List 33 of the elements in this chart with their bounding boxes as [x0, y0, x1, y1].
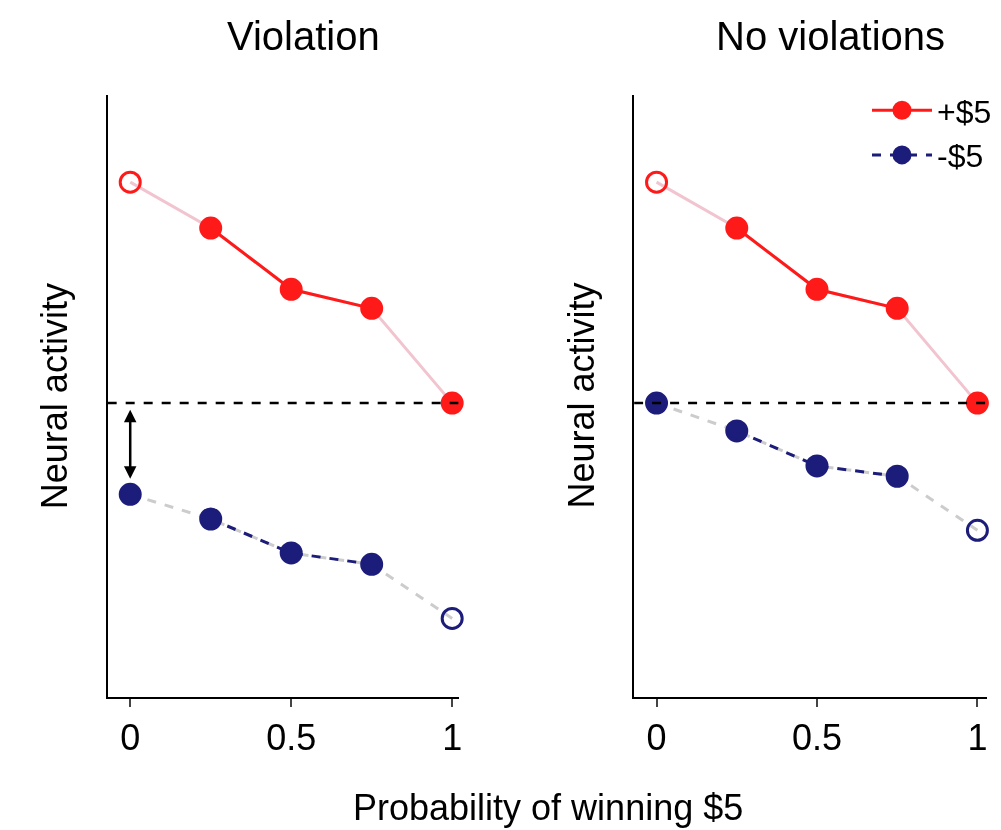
point — [279, 277, 303, 301]
x-axis-title: Probability of winning $5 — [353, 787, 744, 828]
legend-label: +$5 — [937, 93, 992, 130]
point — [725, 216, 749, 240]
y-axis-title: Neural activity — [560, 282, 602, 509]
x-tick-label: 0 — [646, 717, 667, 759]
x-tick-label: 0.5 — [791, 717, 843, 759]
point — [645, 391, 669, 415]
point — [965, 518, 989, 542]
point — [118, 170, 142, 194]
point — [645, 170, 669, 194]
x-tick-label: 0 — [120, 717, 141, 759]
x-tick-label: 1 — [442, 717, 463, 759]
chart-title: Violation — [227, 14, 380, 58]
chart-title: No violations — [716, 14, 946, 58]
point — [440, 606, 464, 630]
point — [965, 391, 989, 415]
point — [199, 507, 223, 531]
point — [279, 541, 303, 565]
point — [805, 454, 829, 478]
point — [360, 552, 384, 576]
point — [440, 391, 464, 415]
legend-label: -$5 — [937, 138, 984, 175]
point — [885, 464, 909, 488]
y-axis-title: Neural activity — [34, 283, 76, 510]
point — [885, 296, 909, 320]
point — [725, 419, 749, 443]
x-tick-label: 1 — [967, 717, 988, 759]
point — [199, 216, 223, 240]
point — [805, 277, 829, 301]
point — [360, 296, 384, 320]
point — [118, 482, 142, 506]
x-tick-label: 0.5 — [266, 717, 317, 759]
